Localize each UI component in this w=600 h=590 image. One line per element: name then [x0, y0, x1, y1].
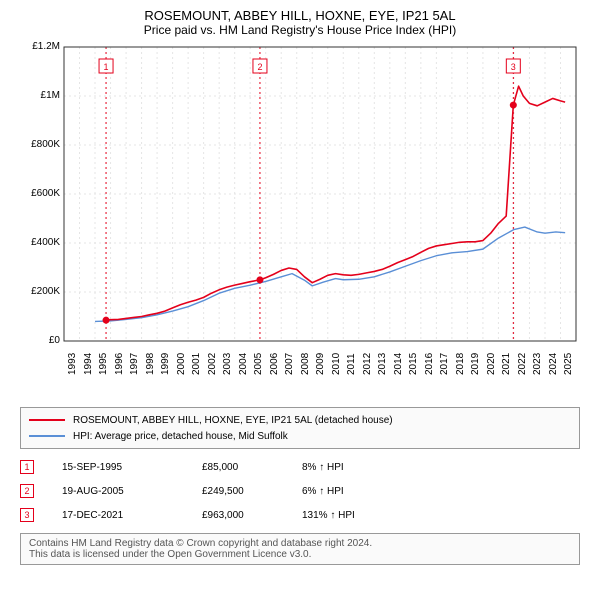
x-tick-label: 2021: [501, 353, 512, 375]
transaction-date: 17-DEC-2021: [62, 510, 202, 521]
x-tick-label: 2003: [222, 353, 233, 375]
chart-svg: 1 2 3: [20, 41, 580, 401]
svg-text:2: 2: [257, 62, 262, 72]
svg-text:1: 1: [104, 62, 109, 72]
transaction-date: 15-SEP-1995: [62, 462, 202, 473]
y-tick-label: £400K: [20, 237, 60, 248]
y-tick-label: £1M: [20, 90, 60, 101]
x-tick-label: 2020: [486, 353, 497, 375]
transaction-price: £85,000: [202, 462, 302, 473]
transaction-row: 1 15-SEP-1995 £85,000 8% ↑ HPI: [20, 455, 580, 479]
x-tick-label: 1993: [67, 353, 78, 375]
x-tick-label: 2000: [176, 353, 187, 375]
x-tick-label: 2012: [362, 353, 373, 375]
chart-title: ROSEMOUNT, ABBEY HILL, HOXNE, EYE, IP21 …: [144, 8, 455, 23]
x-tick-label: 2013: [377, 353, 388, 375]
chart-area: 1 2 3 1993 1994 1995 1996 1997 1998 1999 2000 2001…: [20, 41, 580, 401]
x-tick-label: 2010: [331, 353, 342, 375]
x-tick-label: 2008: [300, 353, 311, 375]
legend-label-hpi: HPI: Average price, detached house, Mid …: [73, 431, 288, 442]
chart-container: ROSEMOUNT, ABBEY HILL, HOXNE, EYE, IP21 …: [0, 0, 600, 590]
x-tick-label: 2001: [191, 353, 202, 375]
x-tick-label: 2016: [424, 353, 435, 375]
legend-box: ROSEMOUNT, ABBEY HILL, HOXNE, EYE, IP21 …: [20, 407, 580, 449]
transaction-delta: 8% ↑ HPI: [302, 462, 344, 473]
x-tick-label: 2006: [269, 353, 280, 375]
legend-swatch-hpi: [29, 435, 65, 437]
transactions-table: 1 15-SEP-1995 £85,000 8% ↑ HPI 2 19-AUG-…: [20, 455, 580, 527]
transaction-delta: 6% ↑ HPI: [302, 486, 344, 497]
transaction-price: £249,500: [202, 486, 302, 497]
footer-line-2: This data is licensed under the Open Gov…: [29, 549, 571, 560]
legend-label-property: ROSEMOUNT, ABBEY HILL, HOXNE, EYE, IP21 …: [73, 415, 393, 426]
transaction-marker-1: 1: [20, 460, 34, 474]
x-tick-label: 1996: [114, 353, 125, 375]
chart-subtitle: Price paid vs. HM Land Registry's House …: [144, 23, 456, 37]
footer-line-1: Contains HM Land Registry data © Crown c…: [29, 538, 571, 549]
x-tick-label: 2023: [532, 353, 543, 375]
svg-text:3: 3: [511, 62, 516, 72]
x-tick-label: 2019: [470, 353, 481, 375]
transaction-row: 3 17-DEC-2021 £963,000 131% ↑ HPI: [20, 503, 580, 527]
x-tick-label: 1998: [145, 353, 156, 375]
transaction-marker-3: 3: [20, 508, 34, 522]
transaction-date: 19-AUG-2005: [62, 486, 202, 497]
y-tick-label: £600K: [20, 188, 60, 199]
transaction-price: £963,000: [202, 510, 302, 521]
x-tick-label: 2009: [315, 353, 326, 375]
x-tick-label: 2004: [238, 353, 249, 375]
x-tick-label: 2024: [548, 353, 559, 375]
x-tick-label: 2015: [408, 353, 419, 375]
x-tick-label: 2005: [253, 353, 264, 375]
x-tick-label: 2014: [393, 353, 404, 375]
y-tick-label: £800K: [20, 139, 60, 150]
transaction-marker-2: 2: [20, 484, 34, 498]
transaction-delta: 131% ↑ HPI: [302, 510, 355, 521]
x-tick-label: 2002: [207, 353, 218, 375]
x-tick-label: 1995: [98, 353, 109, 375]
x-tick-label: 2007: [284, 353, 295, 375]
x-tick-label: 2018: [455, 353, 466, 375]
y-tick-label: £0: [20, 335, 60, 346]
legend-swatch-property: [29, 419, 65, 421]
legend-row-hpi: HPI: Average price, detached house, Mid …: [29, 428, 571, 444]
attribution-footer: Contains HM Land Registry data © Crown c…: [20, 533, 580, 565]
x-tick-label: 2011: [346, 353, 357, 375]
x-tick-label: 2025: [563, 353, 574, 375]
x-tick-label: 1997: [129, 353, 140, 375]
x-tick-label: 2017: [439, 353, 450, 375]
x-tick-label: 2022: [517, 353, 528, 375]
transaction-row: 2 19-AUG-2005 £249,500 6% ↑ HPI: [20, 479, 580, 503]
legend-row-property: ROSEMOUNT, ABBEY HILL, HOXNE, EYE, IP21 …: [29, 412, 571, 428]
y-tick-label: £1.2M: [20, 41, 60, 52]
y-tick-label: £200K: [20, 286, 60, 297]
x-tick-label: 1994: [83, 353, 94, 375]
x-tick-label: 1999: [160, 353, 171, 375]
